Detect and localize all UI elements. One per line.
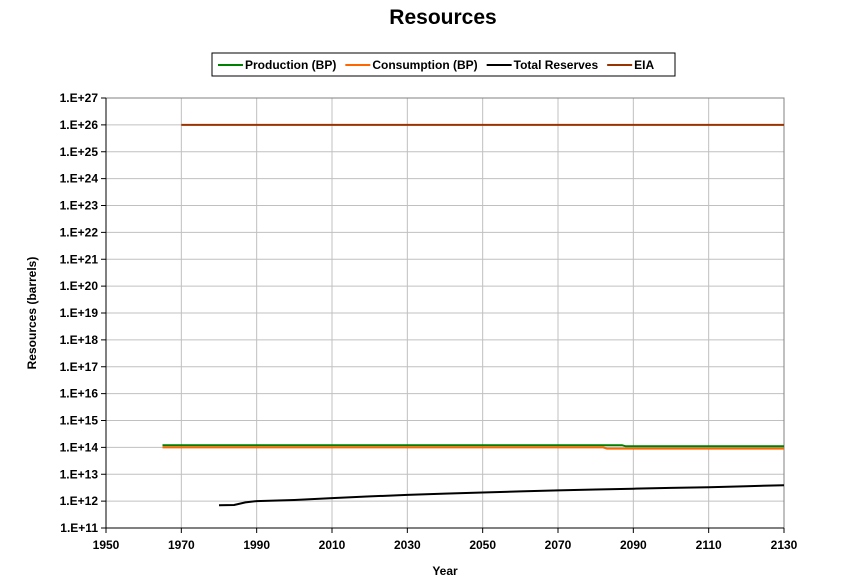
x-tick-label: 2010: [319, 538, 346, 552]
x-tick-label: 2050: [469, 538, 496, 552]
x-tick-label: 1970: [168, 538, 195, 552]
x-tick-label: 1950: [93, 538, 120, 552]
legend-label-total-reserves: Total Reserves: [514, 58, 599, 72]
y-tick-label: 1.E+12: [60, 494, 99, 508]
y-tick-label: 1.E+24: [60, 172, 99, 186]
x-tick-label: 2130: [771, 538, 798, 552]
y-axis-title: Resources (barrels): [25, 257, 39, 370]
legend-label-production-bp: Production (BP): [245, 58, 336, 72]
y-tick-label: 1.E+27: [60, 91, 99, 105]
y-tick-label: 1.E+22: [60, 225, 99, 239]
y-axis: 1.E+11 1.E+12 1.E+13 1.E+14 1.E+15 1.E+16 1.E+…: [60, 91, 107, 535]
y-tick-label: 1.E+13: [60, 467, 99, 481]
y-tick-label: 1.E+11: [60, 521, 98, 535]
series-line-production-bp: [162, 444, 784, 448]
series-lines: [162, 123, 785, 507]
x-tick-label: 2030: [394, 538, 421, 552]
x-tick-label: 2110: [696, 538, 722, 552]
legend: Production (BP) Consumption (BP) Total Res…: [211, 52, 676, 77]
y-tick-label: 1.E+21: [60, 252, 99, 266]
x-axis: 1950 1970 1990 2010 2030 2050 2070 2090 2110 2130: [93, 527, 798, 552]
y-tick-label: 1.E+25: [60, 145, 99, 159]
y-tick-label: 1.E+26: [60, 118, 99, 132]
y-tick-label: 1.E+15: [60, 414, 99, 428]
y-tick-label: 1.E+18: [60, 333, 99, 347]
legend-label-eia: EIA: [634, 58, 654, 72]
y-tick-label: 1.E+20: [60, 279, 99, 293]
grid: [106, 98, 784, 528]
chart-title: Resources: [389, 6, 496, 29]
y-tick-label: 1.E+14: [60, 440, 99, 454]
y-tick-label: 1.E+19: [60, 306, 99, 320]
y-tick-label: 1.E+16: [60, 387, 99, 401]
series-line-consumption-bp: [162, 446, 784, 450]
y-tick-label: 1.E+23: [60, 199, 99, 213]
series-line-total-reserves: [218, 484, 785, 507]
x-tick-label: 2090: [620, 538, 647, 552]
y-tick-label: 1.E+17: [60, 360, 99, 374]
x-tick-label: 1990: [243, 538, 270, 552]
x-tick-label: 2070: [545, 538, 572, 552]
x-axis-title: Year: [432, 564, 458, 578]
legend-label-consumption-bp: Consumption (BP): [372, 58, 477, 72]
legend-box: [211, 52, 676, 77]
